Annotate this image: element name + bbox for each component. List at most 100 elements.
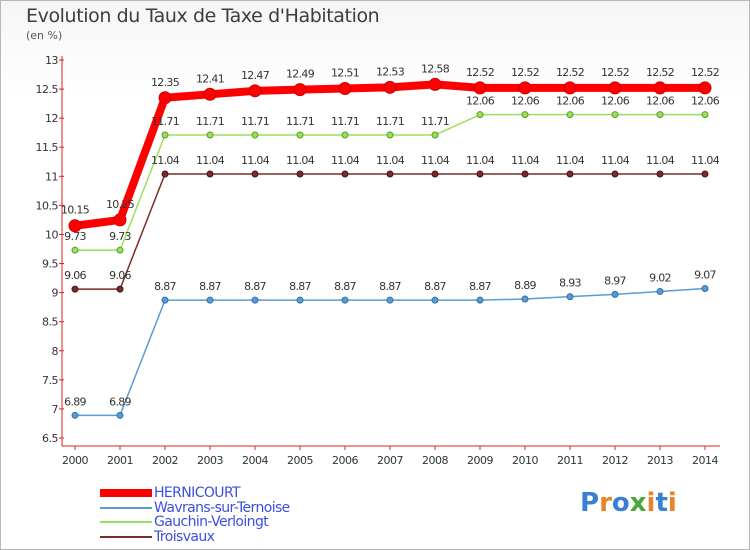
data-point: [116, 285, 124, 293]
data-point: [563, 81, 577, 95]
data-label: 12.41: [196, 72, 224, 85]
data-label: 8.87: [469, 280, 491, 293]
data-label: 12.06: [511, 95, 540, 108]
data-point: [611, 170, 619, 178]
x-tick-label: 2001: [107, 454, 133, 467]
data-label: 12.47: [241, 69, 270, 82]
data-point: [521, 111, 529, 119]
data-point: [206, 296, 214, 304]
logo-letter: x: [629, 488, 647, 518]
data-label: 11.04: [331, 154, 360, 167]
data-label: 12.51: [331, 66, 359, 79]
data-point: [566, 111, 574, 119]
data-label: 8.93: [559, 277, 581, 290]
y-tick-label: 10: [45, 228, 58, 241]
data-label: 12.52: [691, 66, 719, 79]
data-point: [71, 411, 79, 419]
legend-item-troisvaux: Troisvaux: [100, 529, 360, 545]
data-label: 12.53: [376, 65, 405, 78]
y-tick-label: 11.5: [36, 141, 59, 154]
data-point: [248, 84, 262, 98]
data-point: [701, 170, 709, 178]
data-label: 11.71: [421, 115, 449, 128]
proxiti-logo: Proxiti: [580, 488, 677, 518]
x-tick-label: 2005: [287, 454, 313, 467]
data-label: 9.07: [694, 269, 716, 282]
data-point: [386, 170, 394, 178]
data-point: [608, 81, 622, 95]
logo-letter: P: [580, 488, 600, 518]
data-point: [656, 111, 664, 119]
data-label: 9.06: [109, 269, 131, 282]
data-point: [476, 296, 484, 304]
data-point: [386, 296, 394, 304]
data-point: [476, 170, 484, 178]
data-label: 8.87: [334, 280, 356, 293]
data-label: 11.04: [196, 154, 225, 167]
data-point: [383, 80, 397, 94]
data-point: [68, 219, 82, 233]
data-point: [206, 170, 214, 178]
logo-letter: i: [646, 488, 656, 518]
x-tick-label: 2014: [692, 454, 718, 467]
data-point: [206, 131, 214, 139]
data-label: 9.73: [109, 230, 131, 243]
data-label: 11.04: [646, 154, 675, 167]
data-point: [431, 170, 439, 178]
data-label: 8.87: [154, 280, 176, 293]
data-point: [473, 81, 487, 95]
data-label: 11.71: [196, 115, 224, 128]
data-label: 6.89: [64, 395, 86, 408]
data-point: [341, 170, 349, 178]
logo-letter: o: [611, 488, 630, 518]
x-tick-label: 2008: [422, 454, 448, 467]
logo-letter: r: [599, 488, 612, 518]
data-point: [428, 77, 442, 91]
data-label: 12.58: [421, 62, 450, 75]
data-label: 12.52: [646, 66, 674, 79]
data-label: 8.87: [199, 280, 221, 293]
data-label: 8.87: [289, 280, 311, 293]
data-point: [701, 111, 709, 119]
data-point: [656, 170, 664, 178]
x-tick-label: 2006: [332, 454, 358, 467]
y-tick-label: 13: [45, 54, 58, 67]
data-point: [338, 81, 352, 95]
data-label: 11.04: [466, 154, 495, 167]
data-label: 12.06: [691, 95, 720, 108]
legend-swatch: [100, 489, 152, 497]
data-point: [296, 170, 304, 178]
x-tick-label: 2000: [62, 454, 88, 467]
logo-letter: t: [655, 488, 668, 518]
data-label: 9.06: [64, 269, 86, 282]
data-point: [386, 131, 394, 139]
legend-item-gauchin: Gauchin-Verloingt: [100, 514, 360, 530]
legend-label: Wavrans-sur-Ternoise: [154, 500, 290, 516]
y-tick-label: 9: [52, 287, 59, 300]
data-label: 12.52: [466, 66, 494, 79]
data-label: 11.04: [556, 154, 585, 167]
legend-swatch: [100, 521, 152, 523]
data-label: 11.04: [421, 154, 450, 167]
data-label: 11.04: [376, 154, 405, 167]
data-label: 9.73: [64, 230, 86, 243]
data-label: 12.35: [151, 76, 180, 89]
x-tick-label: 2009: [467, 454, 493, 467]
data-point: [431, 296, 439, 304]
data-point: [296, 296, 304, 304]
data-point: [71, 246, 79, 254]
legend-item-wavrans: Wavrans-sur-Ternoise: [100, 500, 360, 516]
data-label: 11.71: [331, 115, 359, 128]
unit-label: (en %): [26, 29, 63, 42]
x-tick-label: 2003: [197, 454, 223, 467]
data-point: [158, 91, 172, 105]
series-line: [74, 287, 706, 417]
data-label: 12.49: [286, 68, 315, 81]
x-tick-label: 2010: [512, 454, 538, 467]
y-tick-label: 7.5: [42, 374, 58, 387]
x-tick-label: 2004: [242, 454, 268, 467]
x-tick-label: 2012: [602, 454, 628, 467]
data-point: [518, 81, 532, 95]
data-point: [521, 295, 529, 303]
